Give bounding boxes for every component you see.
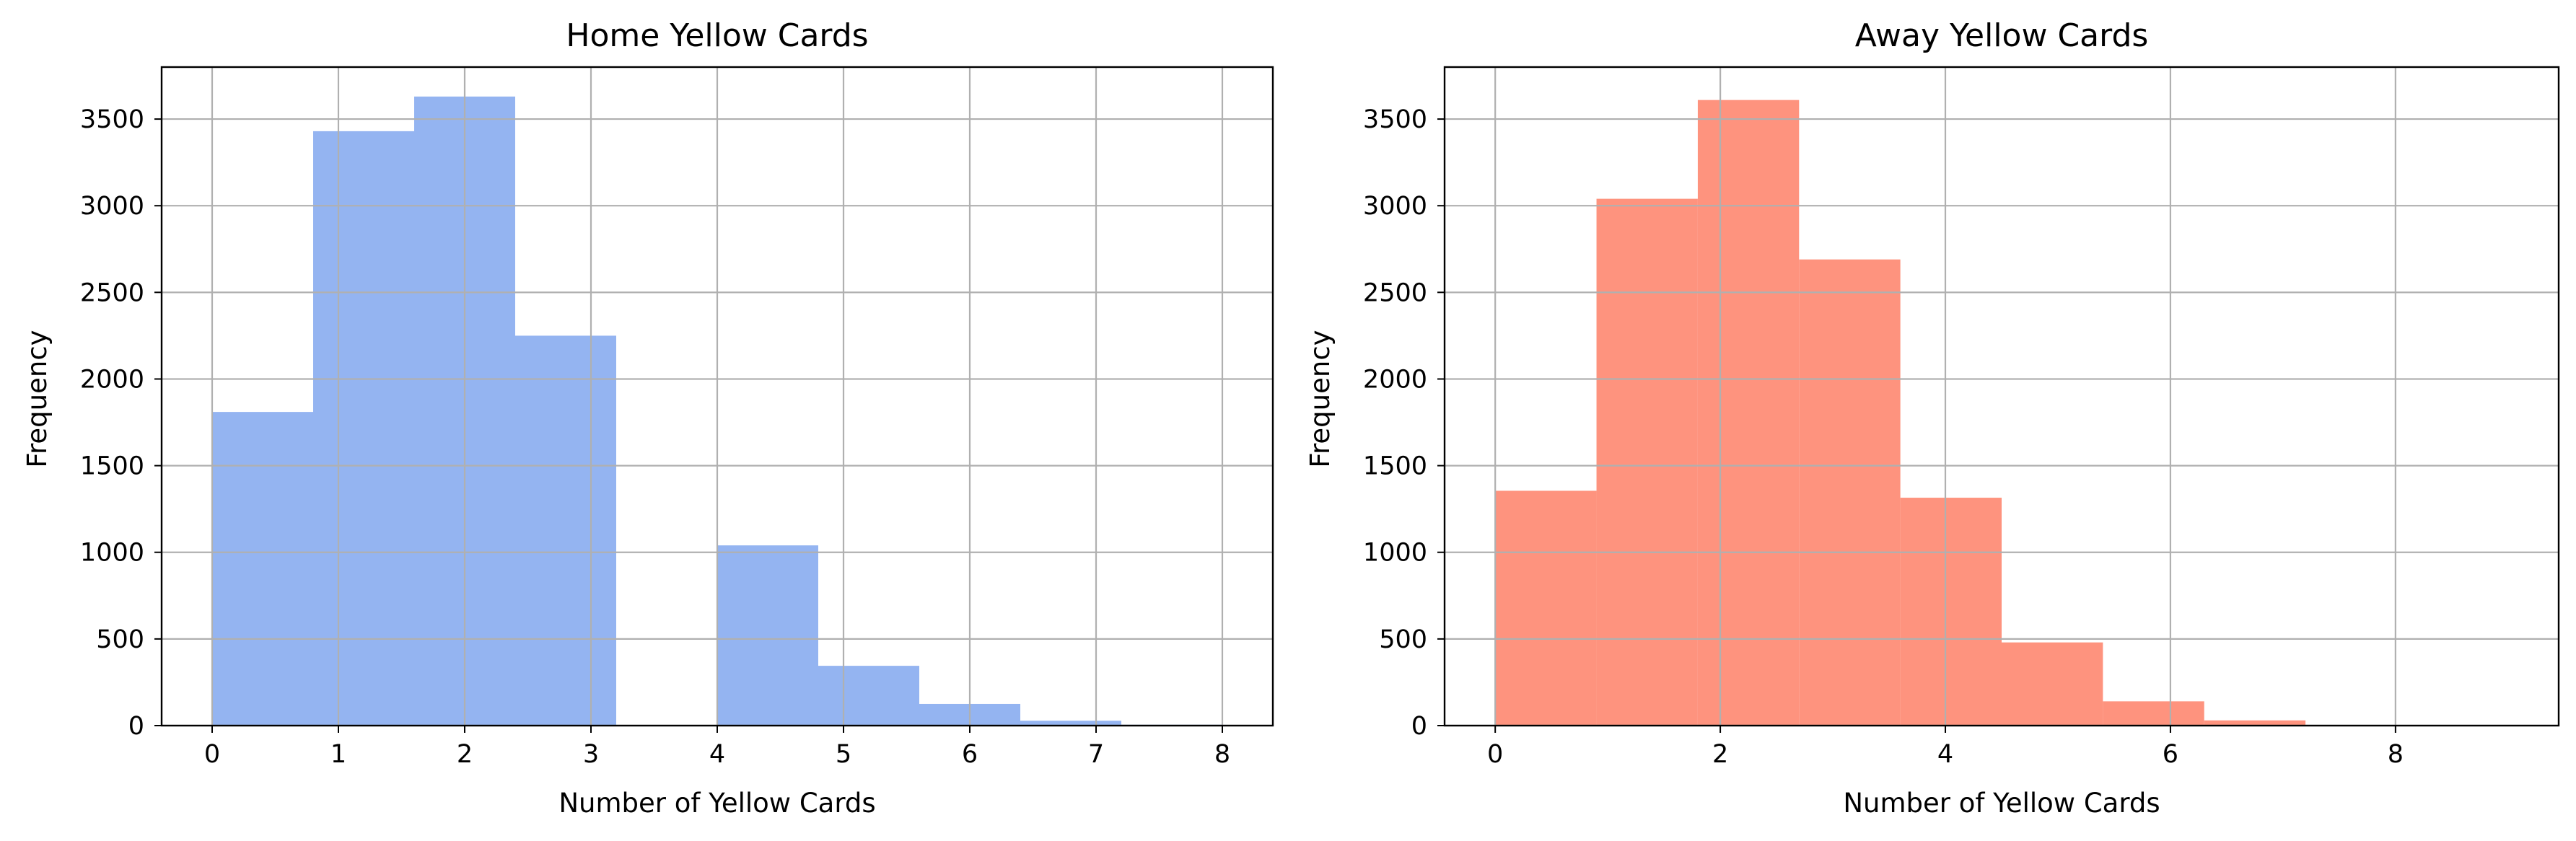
y-tick-label: 3000 — [80, 192, 144, 221]
histogram-bar — [717, 545, 818, 726]
x-axis-label: Number of Yellow Cards — [558, 788, 875, 819]
grid — [1445, 67, 2559, 727]
histogram-bar — [212, 412, 313, 726]
x-tick-label: 2 — [1712, 740, 1728, 769]
x-axis-label: Number of Yellow Cards — [1843, 788, 2160, 819]
histogram-bar — [1799, 259, 1901, 726]
x-tick-label: 7 — [1088, 740, 1104, 769]
y-tick-label: 1000 — [1363, 539, 1427, 568]
axes-frame — [1443, 66, 2560, 727]
histogram-bar — [2002, 642, 2103, 726]
y-tick-label: 3500 — [1363, 105, 1427, 134]
home-yellow-cards-panel: 0 1 2 3 4 5 6 7 8 0 500 1000 1500 2000 2500 3000 3500 Ho… — [22, 17, 1274, 819]
chart-title: Away Yellow Cards — [1855, 17, 2149, 54]
y-tick-label: 500 — [1379, 625, 1427, 654]
y-tick-label: 500 — [96, 625, 144, 654]
y-tick-label: 1000 — [80, 539, 144, 568]
away-yellow-cards-panel: 0 2 4 6 8 0 500 1000 1500 2000 2500 3000 3500 Away Y… — [1305, 17, 2560, 819]
x-tick-label: 0 — [1487, 740, 1503, 769]
y-tick-label: 2000 — [1363, 365, 1427, 394]
x-tick-label: 5 — [836, 740, 851, 769]
chart-title: Home Yellow Cards — [566, 17, 868, 54]
x-tick-label: 0 — [204, 740, 220, 769]
y-tick-label: 2500 — [80, 278, 144, 307]
y-tick-label: 1500 — [1363, 452, 1427, 481]
histogram-bar — [1495, 490, 1597, 726]
x-tick-label: 2 — [457, 740, 473, 769]
x-tick-label: 4 — [1937, 740, 1953, 769]
axes-frame — [160, 66, 1274, 727]
histogram-bar — [1596, 198, 1698, 726]
histogram-bar — [2204, 720, 2306, 726]
histogram-bar — [1020, 721, 1121, 726]
histogram-bar — [515, 335, 616, 726]
y-tick-label: 1500 — [80, 452, 144, 481]
histogram-bar — [1697, 100, 1800, 726]
y-tick-label: 3500 — [80, 105, 144, 134]
histogram-bar — [818, 666, 919, 726]
y-axis-label: Frequency — [22, 330, 53, 467]
x-tick-label: 6 — [2163, 740, 2178, 769]
y-tick-label: 0 — [128, 712, 144, 741]
y-tick-label: 0 — [1411, 712, 1427, 741]
histogram-bar — [1900, 498, 2002, 726]
x-tick-label: 8 — [1214, 740, 1230, 769]
x-tick-label: 8 — [2388, 740, 2404, 769]
x-tick-label: 4 — [709, 740, 725, 769]
x-tick-label: 3 — [583, 740, 599, 769]
histogram-bar — [313, 131, 414, 726]
x-tick-label: 6 — [962, 740, 978, 769]
axes: 0 2 4 6 8 0 500 1000 1500 2000 2500 3000 3500 — [1363, 66, 2560, 769]
axes: 0 1 2 3 4 5 6 7 8 0 500 1000 1500 2000 2500 3000 3500 — [80, 66, 1274, 769]
y-tick-label: 2000 — [80, 365, 144, 394]
y-axis-label: Frequency — [1305, 330, 1336, 467]
grid — [162, 67, 1273, 727]
histogram-bars — [212, 96, 1222, 726]
histogram-bar — [2103, 701, 2204, 726]
y-tick-label: 2500 — [1363, 278, 1427, 307]
histogram-bars — [1495, 100, 2508, 726]
y-tick-label: 3000 — [1363, 192, 1427, 221]
x-tick-label: 1 — [330, 740, 346, 769]
